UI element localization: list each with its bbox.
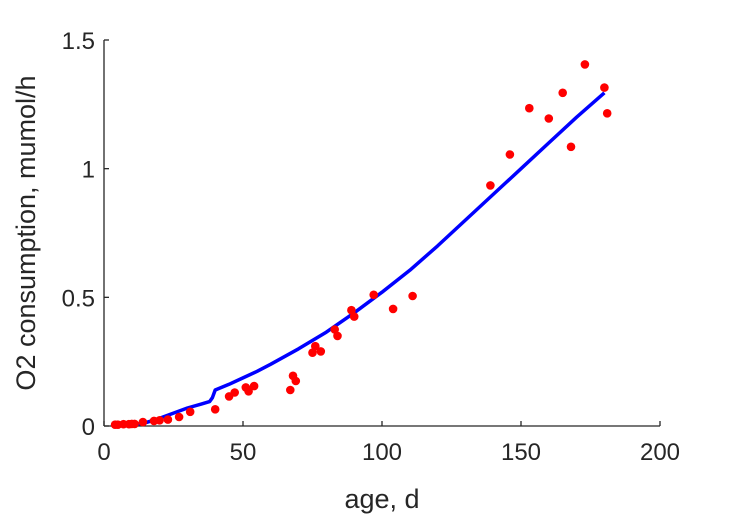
data-point bbox=[525, 103, 534, 113]
data-point bbox=[185, 407, 195, 417]
x-tick-label: 200 bbox=[640, 439, 680, 466]
data-point bbox=[286, 385, 295, 395]
x-ticks: 0 50 100 150 200 bbox=[97, 421, 680, 466]
data-point bbox=[408, 291, 417, 301]
data-point bbox=[249, 381, 259, 391]
y-tick-label: 0.5 bbox=[62, 285, 95, 312]
x-tick-label: 0 bbox=[97, 439, 110, 466]
y-tick-label: 1 bbox=[82, 157, 95, 184]
data-point bbox=[163, 415, 173, 424]
data-point bbox=[505, 150, 515, 159]
data-point bbox=[155, 416, 164, 425]
data-point bbox=[369, 290, 379, 300]
data-point bbox=[316, 347, 326, 356]
data-point bbox=[291, 376, 301, 386]
data-point bbox=[544, 114, 554, 123]
data-point bbox=[566, 142, 576, 152]
data-point bbox=[244, 387, 253, 396]
data-point bbox=[558, 88, 567, 98]
data-point bbox=[388, 304, 398, 314]
data-point bbox=[210, 405, 220, 414]
data-point bbox=[174, 412, 184, 422]
x-tick-label: 150 bbox=[501, 439, 541, 466]
x-tick-label: 100 bbox=[362, 439, 402, 466]
data-point bbox=[138, 417, 148, 427]
y-tick-label: 1.5 bbox=[62, 28, 95, 55]
data-point bbox=[333, 331, 342, 341]
data-point bbox=[308, 348, 317, 358]
data-point bbox=[602, 109, 612, 118]
x-tick-label: 50 bbox=[230, 439, 257, 466]
data-point bbox=[130, 419, 139, 429]
y-axis-label: O2 consumption, mumol/h bbox=[11, 75, 41, 390]
y-ticks: 0 0.5 1 1.5 bbox=[62, 28, 109, 441]
data-point bbox=[230, 388, 239, 397]
y-tick-label: 0 bbox=[82, 414, 95, 441]
data-point bbox=[349, 312, 359, 321]
plot-area bbox=[110, 60, 612, 430]
data-point bbox=[311, 341, 320, 351]
data-point bbox=[486, 181, 495, 190]
data-point bbox=[600, 83, 609, 92]
data-point bbox=[580, 60, 590, 69]
x-axis-label: age, d bbox=[344, 484, 419, 514]
model-fit-line bbox=[125, 91, 606, 428]
